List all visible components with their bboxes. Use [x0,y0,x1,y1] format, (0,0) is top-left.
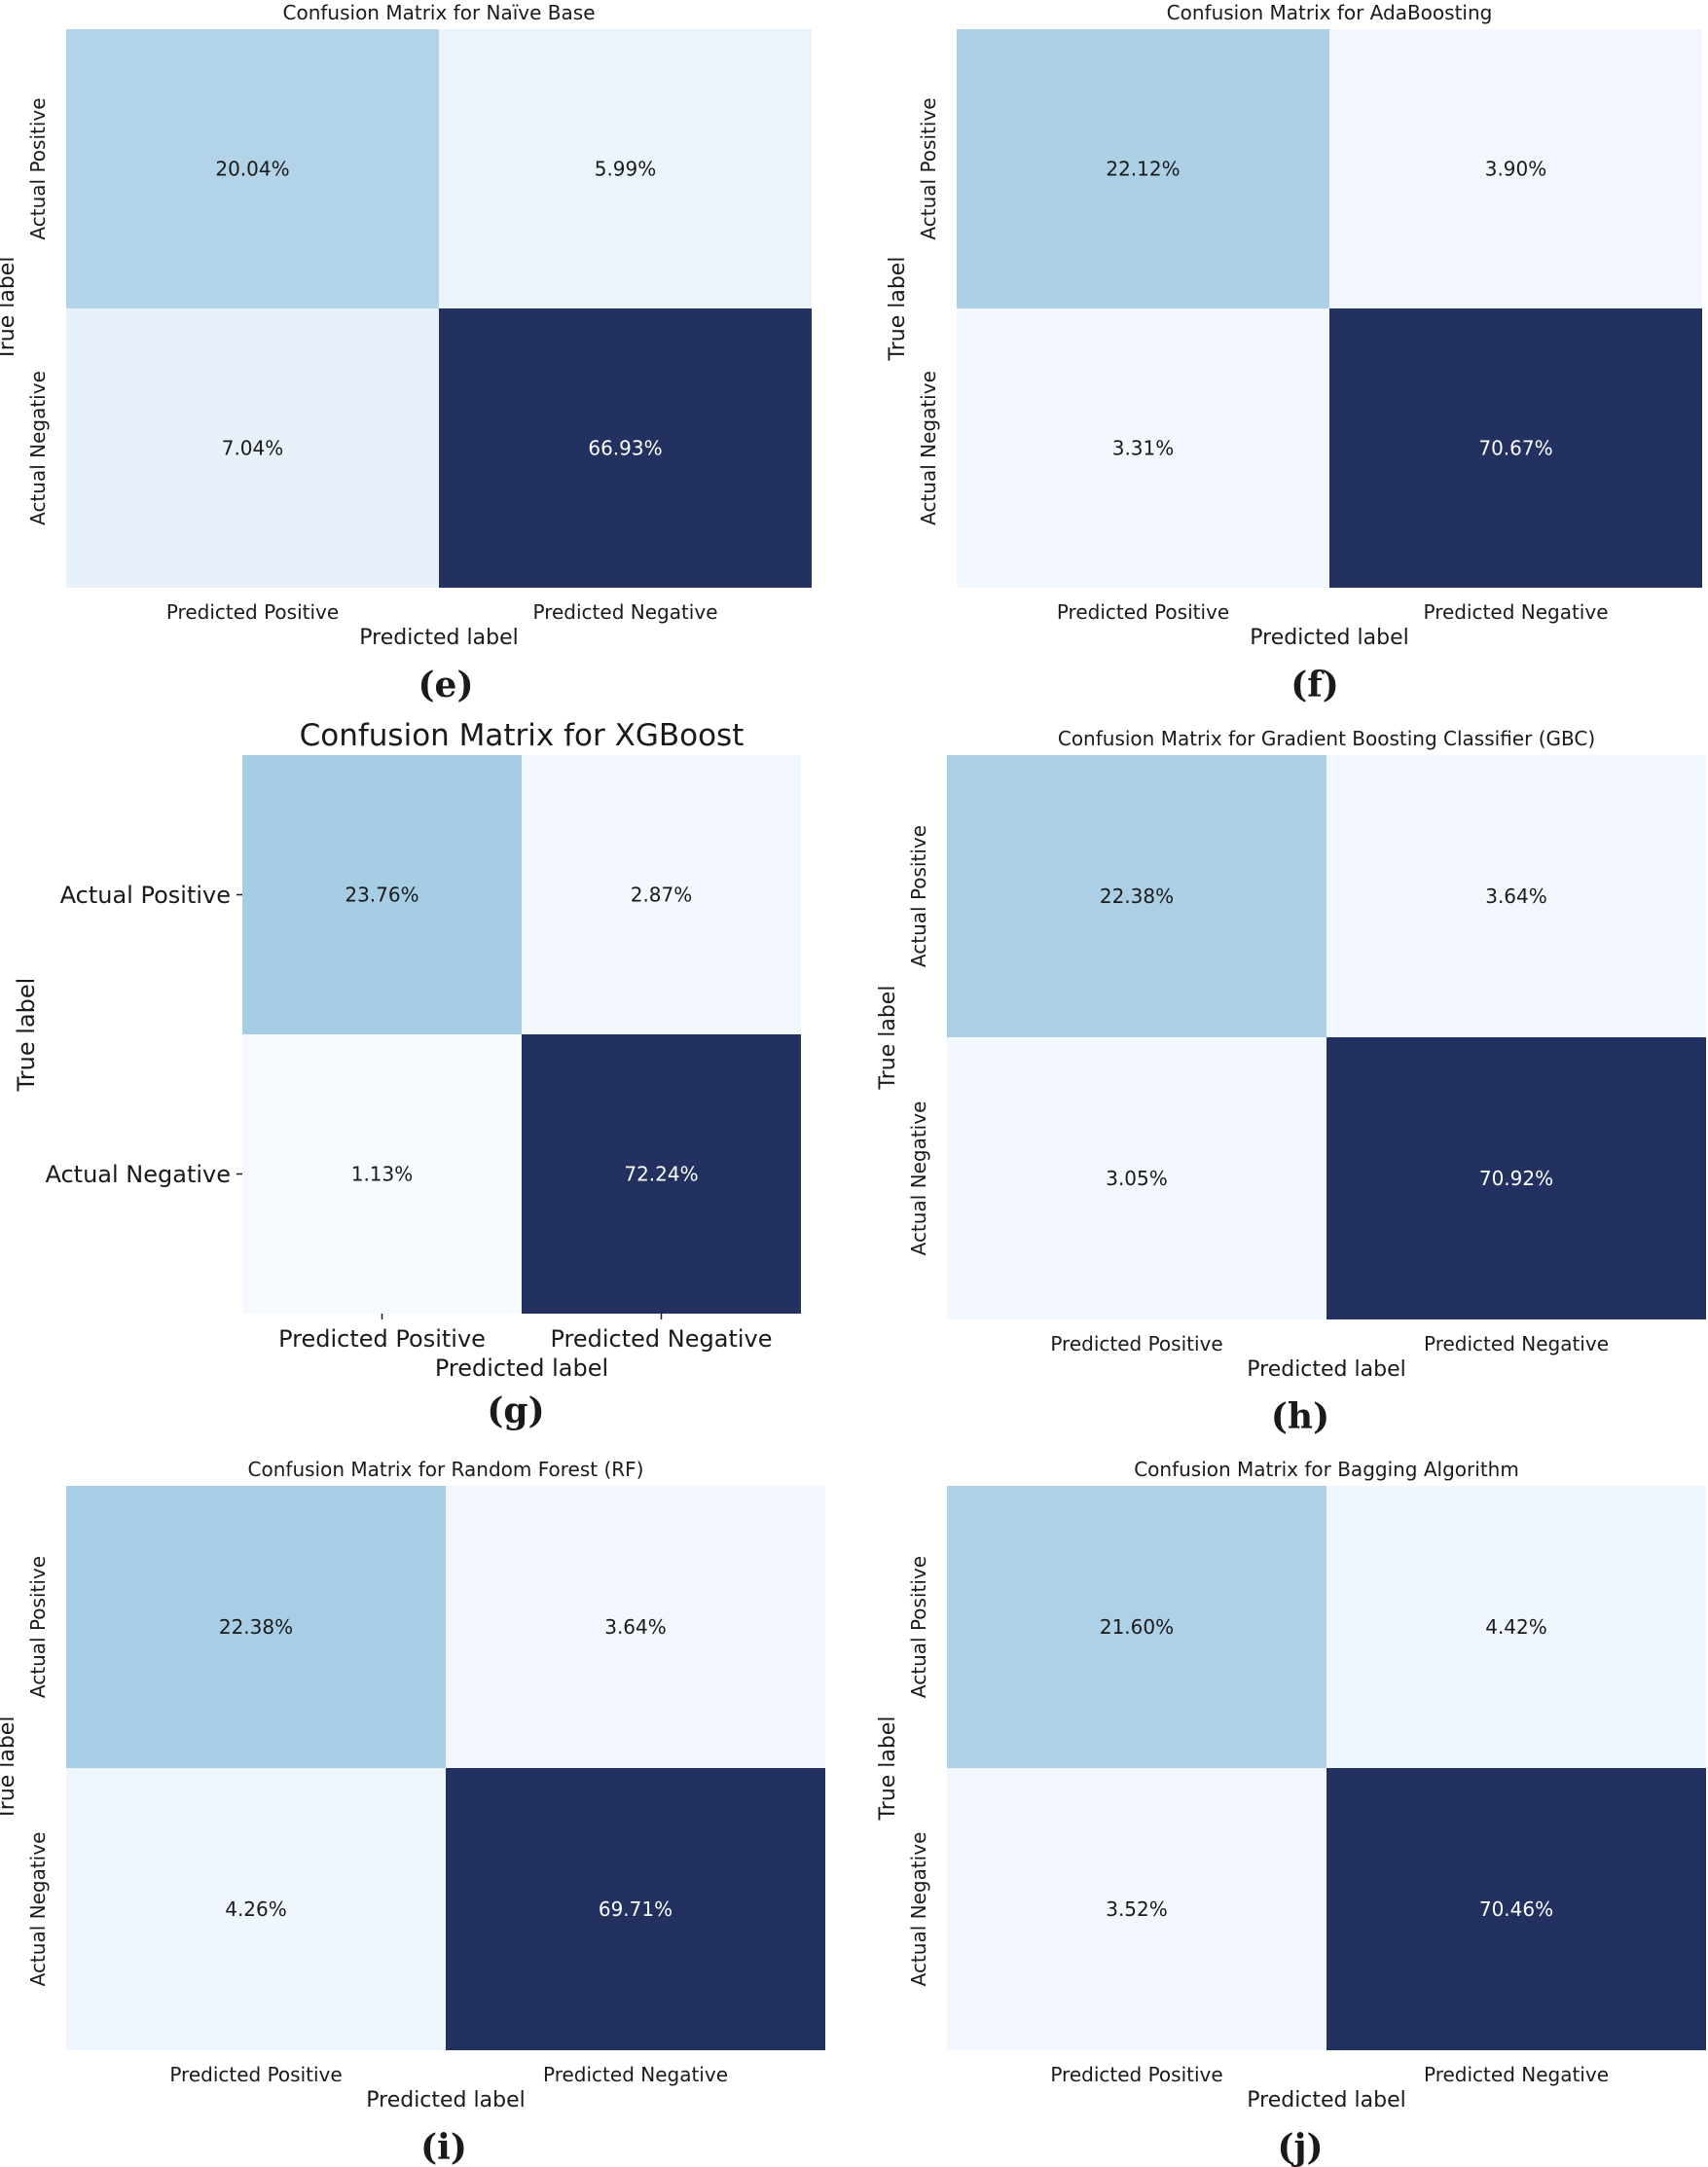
cell-value-label: 70.46% [1479,1897,1553,1921]
cell-value-label: 22.12% [1106,158,1180,181]
heatmap-cell [1329,308,1702,588]
heatmap-cell [66,1486,446,1768]
chart-title: Confusion Matrix for Gradient Boosting C… [1058,727,1595,750]
heatmap-cell [446,1768,825,2050]
heatmap-cell [242,1034,522,1314]
heatmap-cell [947,1486,1326,1768]
x-tick-label: Predicted Positive [1057,600,1229,624]
y-axis-label: True label [876,1716,900,1822]
x-tick-label: Predicted Negative [551,1325,773,1353]
heatmap-cell [66,1768,446,2050]
y-axis-label: True label [13,978,40,1093]
heatmap-cell [1326,1486,1706,1768]
cell-value-label: 4.26% [225,1897,287,1921]
y-tick-label: Actual Negative [907,1102,930,1256]
x-tick-label: Predicted Positive [169,2063,342,2086]
y-tick-label: Actual Positive [26,1556,50,1698]
x-axis-label: Predicted label [1250,626,1408,650]
y-tick-label: Actual Negative [45,1161,231,1188]
y-axis-label: True label [0,257,19,362]
panel-caption: (e) [418,665,474,705]
heatmap-cell [446,1486,825,1768]
y-axis-label: True label [886,257,910,362]
y-axis-label: True label [0,1716,19,1822]
y-tick-label: Actual Positive [907,825,930,967]
heatmap-cell [947,755,1326,1037]
heatmap-cell [1326,1037,1706,1319]
cell-value-label: 72.24% [624,1163,698,1186]
cell-value-label: 3.52% [1106,1897,1168,1921]
cell-value-label: 3.90% [1485,158,1547,181]
y-tick-label: Actual Positive [917,97,940,239]
cell-value-label: 66.93% [588,437,662,460]
chart-title: Confusion Matrix for AdaBoosting [1167,1,1493,24]
x-axis-label: Predicted label [366,2088,525,2113]
y-tick-label: Actual Negative [26,371,50,525]
y-tick-label: Actual Positive [60,882,231,909]
cell-value-label: 70.67% [1478,437,1552,460]
heatmap-cell [947,1037,1326,1319]
cell-value-label: 3.31% [1112,437,1175,460]
heatmap-cell [66,308,439,588]
x-tick-label: Predicted Positive [1050,2063,1222,2086]
x-axis-label: Predicted label [1247,1357,1405,1382]
x-tick-label: Predicted Positive [1050,1332,1222,1355]
x-tick-label: Predicted Positive [278,1325,486,1353]
cell-value-label: 20.04% [215,158,289,181]
heatmap-cell [1326,755,1706,1037]
x-axis-label: Predicted label [1247,2088,1405,2113]
cell-value-label: 1.13% [351,1163,414,1186]
chart-title: Confusion Matrix for XGBoost [300,718,745,753]
heatmap-cell [66,29,439,308]
y-axis-label: True label [876,986,900,1091]
panel-caption: (i) [420,2127,467,2167]
y-tick-label: Actual Positive [26,97,50,239]
heatmap-cell [957,308,1329,588]
x-tick-label: Predicted Negative [543,2063,728,2086]
y-tick-label: Actual Negative [26,1832,50,1987]
cell-value-label: 3.64% [1485,885,1547,908]
cell-value-label: 22.38% [1100,885,1174,908]
cell-value-label: 4.42% [1485,1615,1547,1639]
heatmap-cell [947,1768,1326,2050]
x-tick-label: Predicted Negative [1424,1332,1609,1355]
x-tick-label: Predicted Negative [533,600,718,624]
cell-value-label: 7.04% [222,437,284,460]
x-axis-label: Predicted label [359,626,518,650]
cell-value-label: 3.64% [604,1615,667,1639]
cell-value-label: 70.92% [1479,1167,1553,1190]
panel-caption: (f) [1290,665,1339,705]
x-tick-label: Predicted Negative [1424,2063,1609,2086]
chart-title: Confusion Matrix for Bagging Algorithm [1134,1458,1519,1481]
y-tick-label: Actual Negative [907,1832,930,1987]
heatmap-cell [1326,1768,1706,2050]
cell-value-label: 22.38% [219,1615,293,1639]
panel-caption: (h) [1271,1396,1329,1437]
chart-title: Confusion Matrix for Random Forest (RF) [248,1458,644,1481]
heatmap-cell [522,755,801,1034]
heatmap-cell [1329,29,1702,308]
heatmap-cell [439,308,812,588]
heatmap-cell [522,1034,801,1314]
cell-value-label: 3.05% [1106,1167,1168,1190]
heatmap-cell [242,755,522,1034]
heatmap-cell [957,29,1329,308]
cell-value-label: 69.71% [599,1897,672,1921]
cell-value-label: 23.76% [345,884,418,907]
chart-title: Confusion Matrix for Naïve Base [283,1,596,24]
x-tick-label: Predicted Negative [1424,600,1609,624]
y-tick-label: Actual Positive [907,1556,930,1698]
panel-caption: (g) [487,1390,544,1431]
panel-caption: (j) [1277,2127,1323,2167]
cell-value-label: 2.87% [631,884,693,907]
cell-value-label: 5.99% [595,158,657,181]
x-axis-label: Predicted label [435,1354,608,1382]
y-tick-label: Actual Negative [917,371,940,525]
x-tick-label: Predicted Positive [166,600,339,624]
cell-value-label: 21.60% [1100,1615,1174,1639]
heatmap-cell [439,29,812,308]
